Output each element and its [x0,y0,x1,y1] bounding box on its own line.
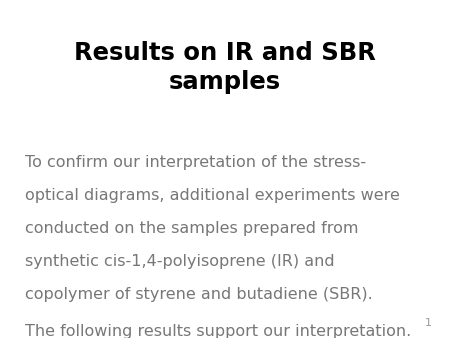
Text: To confirm our interpretation of the stress-: To confirm our interpretation of the str… [25,155,366,170]
Text: copolymer of styrene and butadiene (SBR).: copolymer of styrene and butadiene (SBR)… [25,287,373,301]
Text: synthetic cis-1,4-polyisoprene (IR) and: synthetic cis-1,4-polyisoprene (IR) and [25,254,334,269]
Text: 1: 1 [425,318,432,328]
Text: The following results support our interpretation.: The following results support our interp… [25,324,411,338]
Text: optical diagrams, additional experiments were: optical diagrams, additional experiments… [25,188,400,203]
Text: Results on IR and SBR
samples: Results on IR and SBR samples [74,41,376,94]
Text: conducted on the samples prepared from: conducted on the samples prepared from [25,221,358,236]
